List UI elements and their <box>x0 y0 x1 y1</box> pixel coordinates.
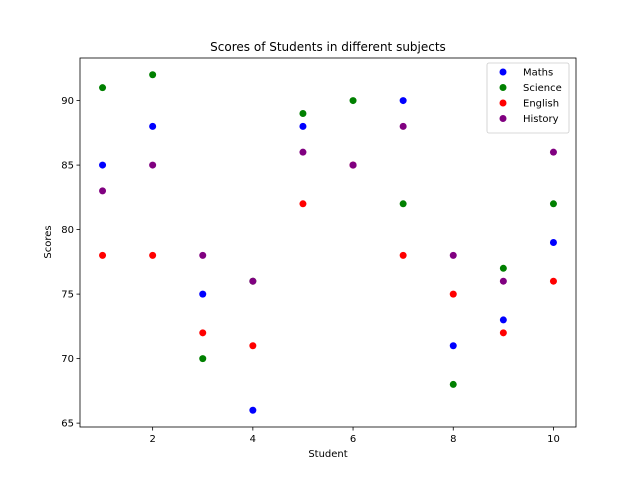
point-science <box>149 71 157 79</box>
x-tick-label: 10 <box>547 434 560 445</box>
point-english <box>99 251 107 259</box>
point-history <box>549 148 557 156</box>
legend: Maths Science English History <box>486 62 570 134</box>
plot-frame <box>79 57 577 428</box>
chart-title: Scores of Students in different subjects <box>210 40 446 54</box>
legend-label-history: History <box>523 114 559 125</box>
legend-label-maths: Maths <box>523 68 553 79</box>
point-science <box>399 200 407 208</box>
point-maths <box>399 97 407 105</box>
point-maths <box>299 122 307 130</box>
legend-label-english: English <box>523 99 559 110</box>
point-english <box>399 251 407 259</box>
point-maths <box>199 290 207 298</box>
y-tick-label: 65 <box>61 419 74 430</box>
point-english <box>549 277 557 285</box>
point-history <box>299 148 307 156</box>
y-tick-label: 80 <box>61 225 74 236</box>
point-science <box>199 355 207 363</box>
point-science <box>549 200 557 208</box>
point-english <box>199 329 207 337</box>
y-tick-label: 70 <box>61 354 74 365</box>
point-history <box>399 122 407 130</box>
legend-box <box>486 62 570 134</box>
point-maths <box>449 342 457 350</box>
point-history <box>199 251 207 259</box>
point-maths <box>499 316 507 324</box>
point-science <box>349 97 357 105</box>
point-history <box>149 161 157 169</box>
point-history <box>349 161 357 169</box>
point-science <box>449 380 457 388</box>
point-english <box>149 251 157 259</box>
x-tick-label: 6 <box>350 434 356 445</box>
y-axis-label: Scores <box>43 225 54 258</box>
legend-marker-history <box>499 115 507 122</box>
y-tick-label: 85 <box>61 161 74 172</box>
x-axis-ticks: 2 4 6 8 10 <box>149 427 560 445</box>
y-tick-label: 75 <box>61 290 74 301</box>
x-tick-label: 8 <box>450 434 456 445</box>
x-tick-label: 4 <box>250 434 256 445</box>
y-tick-label: 90 <box>61 96 74 107</box>
point-science <box>499 264 507 272</box>
point-maths <box>549 239 557 246</box>
point-english <box>249 342 257 350</box>
x-tick-label: 2 <box>149 434 155 445</box>
point-english <box>499 329 507 337</box>
point-history <box>249 277 257 285</box>
point-history <box>99 187 107 195</box>
legend-marker-maths <box>499 68 507 76</box>
point-english <box>449 290 457 298</box>
x-axis-label: Student <box>308 449 347 460</box>
legend-marker-english <box>499 99 507 107</box>
point-maths <box>149 122 157 130</box>
point-maths <box>249 406 257 414</box>
point-history <box>449 251 457 259</box>
y-axis-ticks: 65 70 75 80 85 90 <box>61 96 80 430</box>
point-science <box>99 84 107 92</box>
legend-label-science: Science <box>523 83 562 94</box>
point-english <box>299 200 307 208</box>
legend-marker-science <box>499 84 507 91</box>
data-points <box>99 71 557 414</box>
point-history <box>499 277 507 285</box>
point-maths <box>99 161 107 169</box>
point-science <box>299 109 307 117</box>
